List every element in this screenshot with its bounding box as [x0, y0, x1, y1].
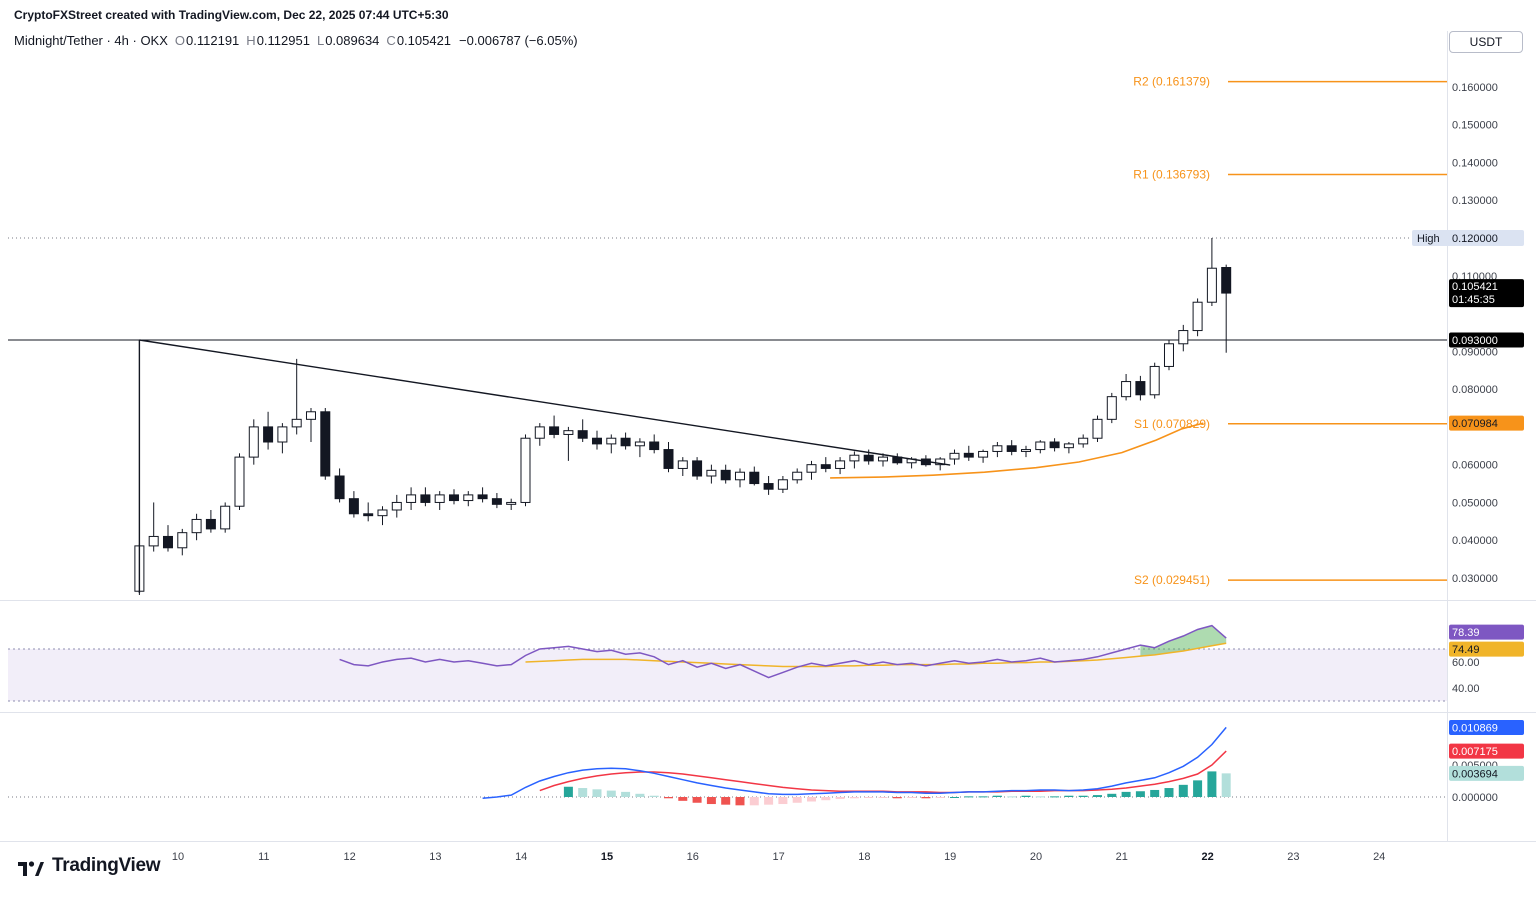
close-value: 0.105421: [396, 33, 452, 48]
time-axis[interactable]: 10 11 12 13 14 15 16 17 18 19 20 21 22 23 24: [172, 851, 1385, 863]
svg-text:60.00: 60.00: [1452, 657, 1480, 669]
s1-price-badge: [1449, 415, 1524, 431]
svg-text:0.080000: 0.080000: [1452, 384, 1498, 396]
svg-text:0.150000: 0.150000: [1452, 120, 1498, 132]
candlestick-series: [134, 238, 1232, 596]
svg-text:0.090000: 0.090000: [1452, 346, 1498, 358]
symbol-title[interactable]: Midnight/Tether · 4h · OKX: [14, 33, 168, 48]
high-value: 0.112951: [256, 33, 310, 48]
chart-legend: Midnight/Tether · 4h · OKX O0.112191 H0.11…: [14, 33, 578, 48]
svg-text:17: 17: [772, 851, 784, 863]
tradingview-logo[interactable]: TradingView: [18, 855, 161, 877]
svg-text:0.120000: 0.120000: [1452, 233, 1498, 245]
last-price-badge: [1449, 279, 1524, 308]
svg-text:10: 10: [172, 851, 184, 863]
svg-text:24: 24: [1373, 851, 1385, 863]
svg-text:23: 23: [1287, 851, 1299, 863]
svg-text:11: 11: [258, 851, 269, 863]
low-label: L: [316, 33, 325, 48]
svg-text:0.040000: 0.040000: [1452, 535, 1498, 547]
rsi-line: [339, 624, 1227, 679]
low-value: 0.089634: [325, 33, 380, 48]
svg-text:20: 20: [1030, 851, 1042, 863]
svg-text:12: 12: [343, 851, 355, 863]
svg-text:16: 16: [687, 851, 699, 863]
svg-text:22: 22: [1201, 851, 1213, 863]
svg-text:0.050000: 0.050000: [1452, 497, 1498, 509]
svg-text:15: 15: [601, 851, 613, 863]
rsi-band: [8, 649, 1447, 701]
rsi-ma-line: [525, 642, 1227, 668]
macd-value-badge-1: [1449, 743, 1524, 759]
svg-text:74.49: 74.49: [1452, 644, 1480, 656]
tradingview-logo-text: TradingView: [52, 855, 161, 876]
svg-text:0.060000: 0.060000: [1452, 460, 1498, 472]
pivot-levels: R2 (0.161379) R1 (0.136793) S1 (0.070829) S…: [1133, 75, 1447, 587]
svg-text:S1 (0.070829): S1 (0.070829): [1134, 417, 1210, 431]
svg-text:0.003694: 0.003694: [1452, 768, 1498, 780]
svg-text:40.00: 40.00: [1452, 683, 1480, 695]
svg-text:0.010869: 0.010869: [1452, 722, 1498, 734]
tradingview-logo-icon: [18, 861, 44, 876]
svg-text:0.105421: 0.105421: [1452, 281, 1498, 293]
close-label: C: [386, 33, 396, 48]
macd-line: [482, 726, 1227, 800]
macd-value-badge-2: [1449, 765, 1524, 781]
descending-trendline: [139, 339, 951, 466]
rsi-positive-fill: [1140, 625, 1227, 657]
svg-text:13: 13: [429, 851, 441, 863]
svg-text:18: 18: [858, 851, 870, 863]
svg-text:0.160000: 0.160000: [1452, 82, 1498, 94]
svg-text:S2 (0.029451): S2 (0.029451): [1134, 573, 1210, 587]
rsi-value-badge: [1449, 624, 1524, 640]
high-price-badge: [1412, 230, 1524, 246]
svg-text:21: 21: [1116, 851, 1128, 863]
level-price-badge: [1449, 332, 1524, 348]
attribution-text: CryptoFXStreet created with TradingView.…: [14, 8, 449, 22]
svg-text:0.140000: 0.140000: [1452, 157, 1498, 169]
svg-text:0.093000: 0.093000: [1452, 335, 1498, 347]
svg-text:78.39: 78.39: [1452, 627, 1480, 639]
svg-text:01:45:35: 01:45:35: [1452, 294, 1495, 306]
macd-value-badge-0: [1449, 719, 1524, 735]
svg-text:14: 14: [515, 851, 527, 863]
open-label: O: [174, 33, 186, 48]
support-curve: [830, 422, 1204, 479]
rsi-ma-value-badge: [1449, 641, 1524, 657]
svg-text:0.070984: 0.070984: [1452, 418, 1498, 430]
svg-text:R1 (0.136793): R1 (0.136793): [1133, 168, 1210, 182]
currency-button[interactable]: USDT: [1449, 31, 1523, 53]
svg-text:R2 (0.161379): R2 (0.161379): [1133, 75, 1210, 89]
open-value: 0.112191: [186, 33, 240, 48]
svg-text:19: 19: [944, 851, 956, 863]
svg-text:High: High: [1417, 233, 1440, 245]
svg-text:0.000000: 0.000000: [1452, 792, 1498, 804]
svg-text:0.007175: 0.007175: [1452, 746, 1498, 758]
high-label: H: [246, 33, 256, 48]
macd-histogram: [563, 771, 1231, 806]
svg-text:0.130000: 0.130000: [1452, 195, 1498, 207]
price-axis[interactable]: 0.1600000.1500000.1400000.1300000.110000…: [1452, 82, 1498, 804]
svg-text:0.030000: 0.030000: [1452, 573, 1498, 585]
change-value: −0.006787 (−6.05%): [459, 33, 578, 48]
